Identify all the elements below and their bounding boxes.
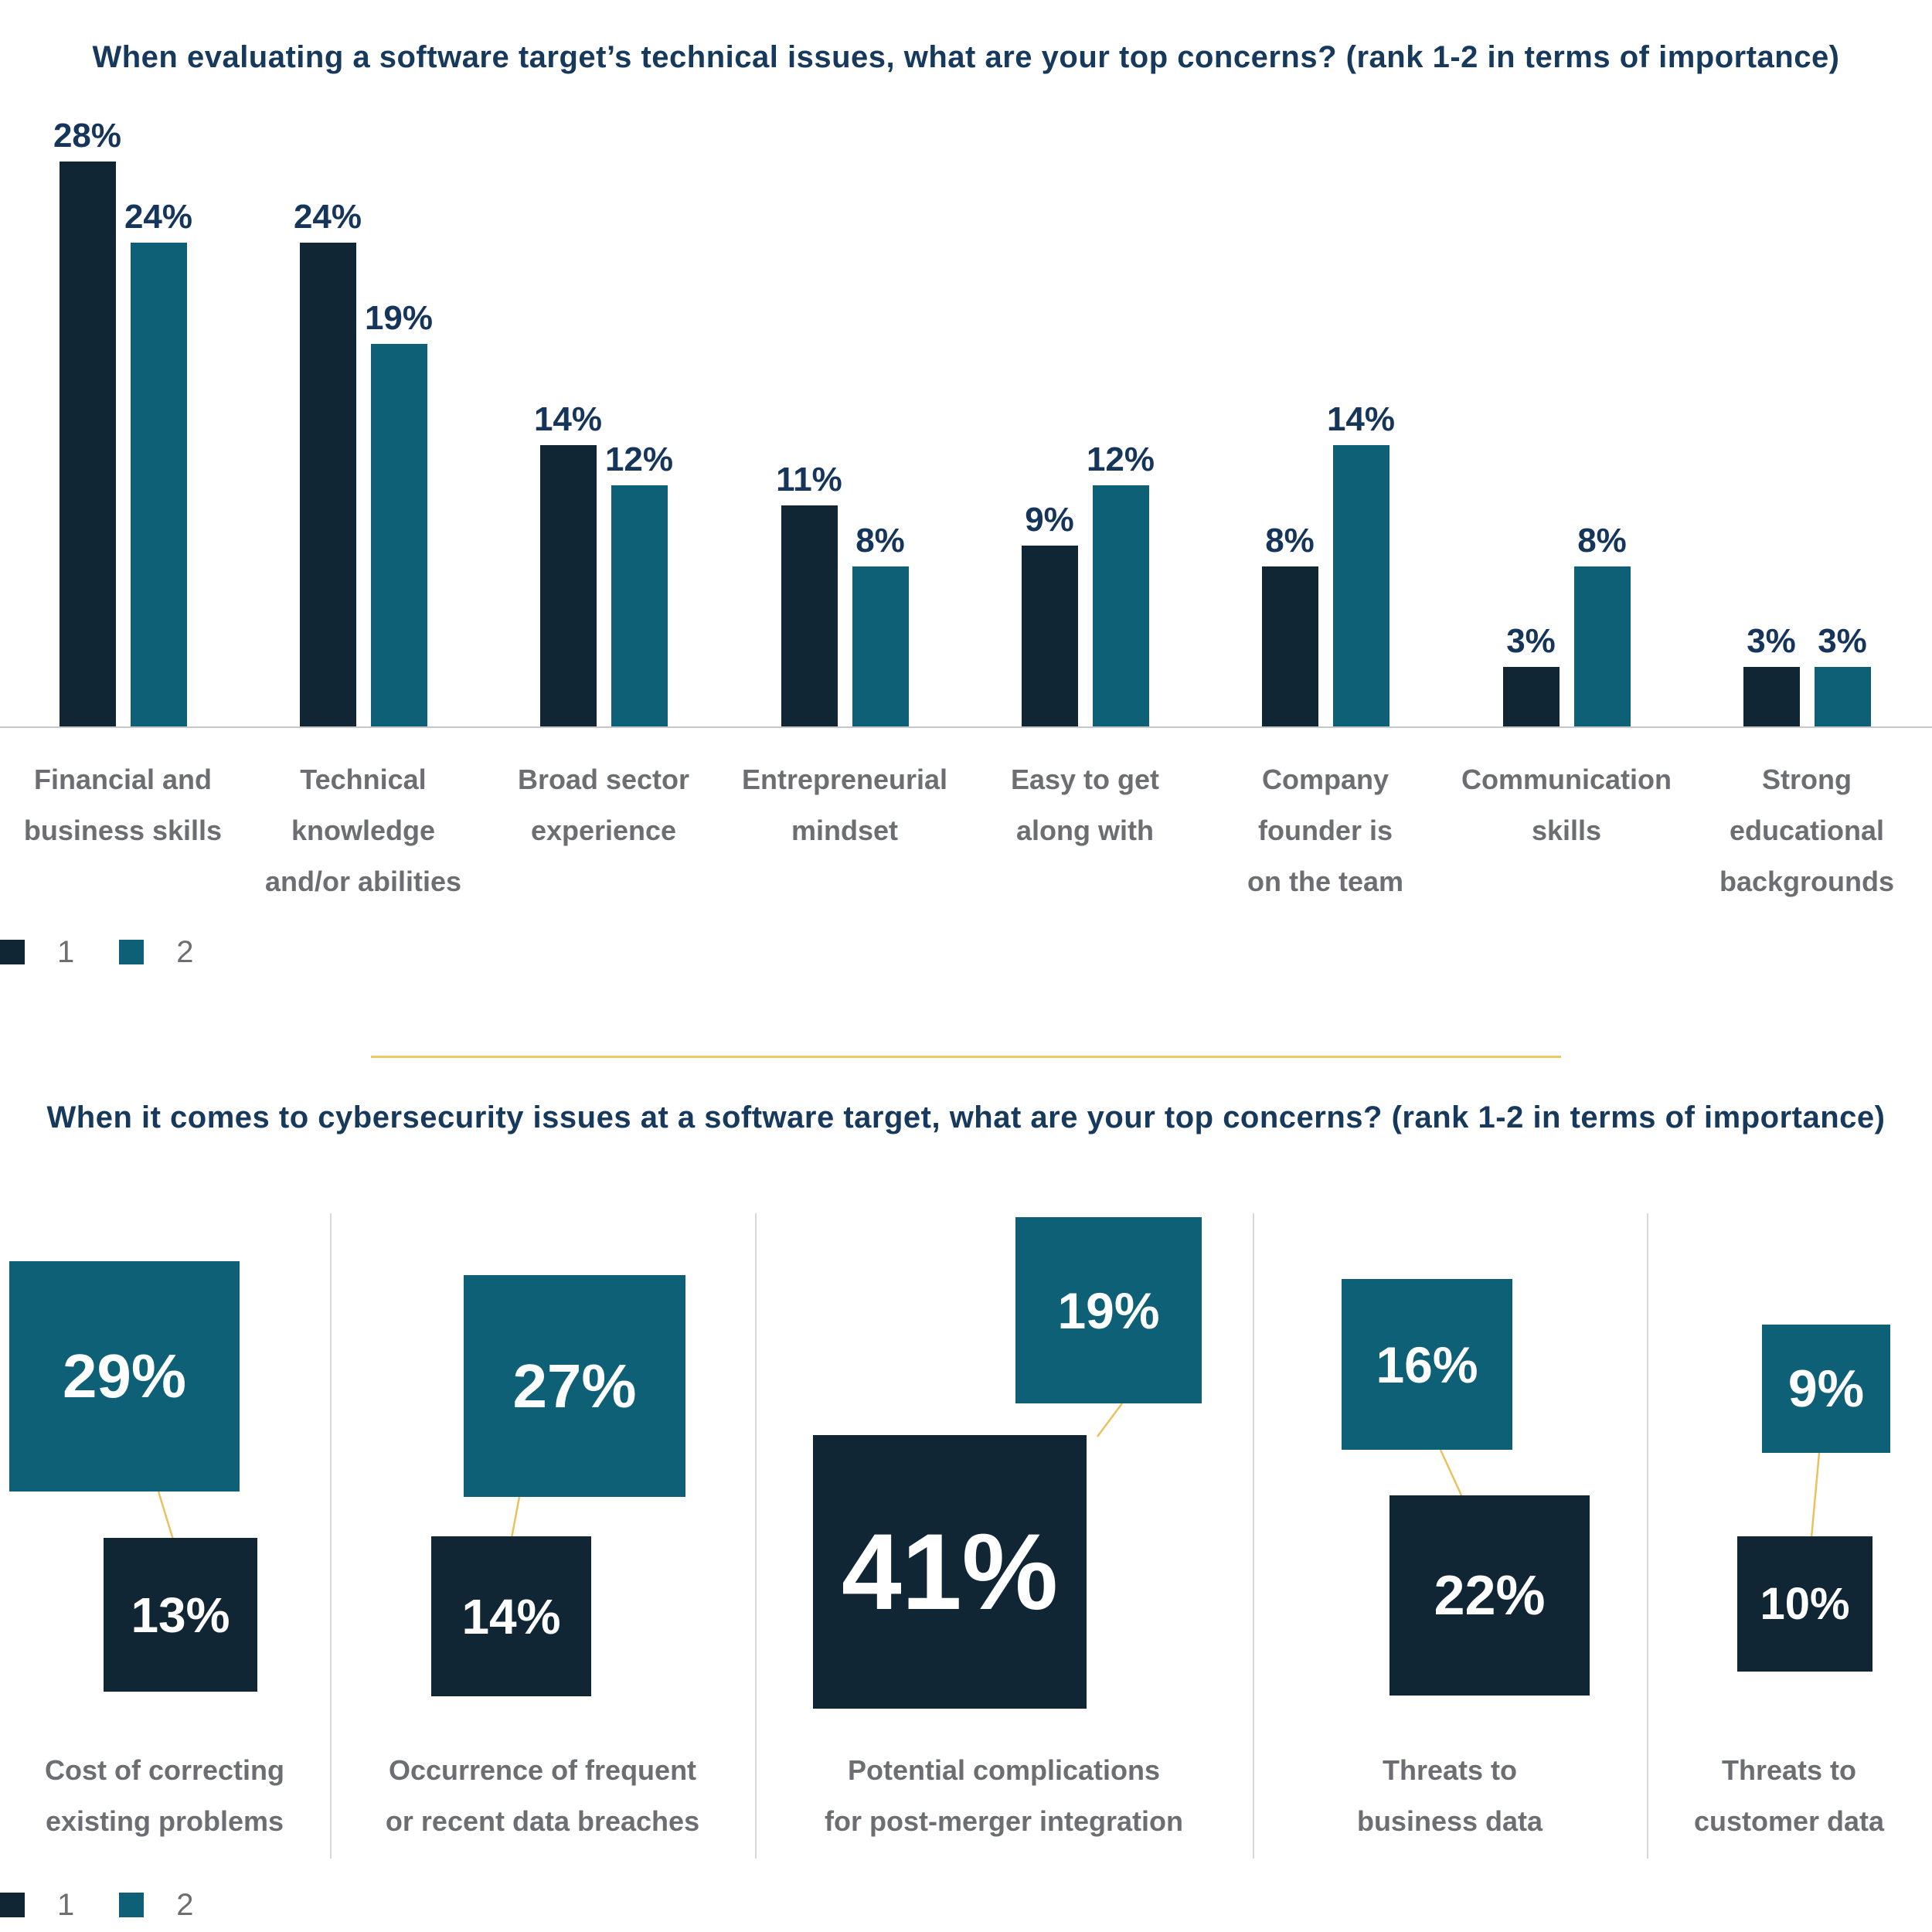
square-category-label-1: Occurrence of frequent or recent data br… — [385, 1754, 700, 1837]
bar-value-label-rank2-5: 14% — [1326, 400, 1396, 438]
square-rank2-3: 16% — [1342, 1279, 1512, 1450]
bar-rank2-7 — [1814, 667, 1871, 728]
square-category-label-4: Threats to customer data — [1693, 1754, 1885, 1837]
legend-rank2-swatch — [119, 1893, 145, 1917]
group-divider-2 — [1253, 1213, 1254, 1859]
square-value-label-rank1-0: 13% — [131, 1587, 230, 1643]
bar-value-label-rank2-0: 24% — [124, 198, 193, 236]
bar-rank2-3 — [852, 566, 909, 728]
legend-rank1-label: 1 — [57, 1887, 75, 1922]
connector-line-0 — [157, 1491, 175, 1540]
legend-rank2-swatch — [119, 940, 145, 964]
group-divider-0 — [330, 1213, 332, 1859]
square-value-label-rank2-2: 19% — [1057, 1281, 1160, 1339]
category-label-2: Broad sector experience — [517, 764, 690, 846]
bar-rank2-4 — [1092, 485, 1149, 728]
square-rank2-0: 29% — [9, 1261, 240, 1492]
category-label-1: Technical knowledge and/or abilities — [264, 764, 462, 897]
legend-rank1-label: 1 — [57, 934, 75, 969]
bar-rank2-2 — [611, 485, 668, 728]
square-value-label-rank2-4: 9% — [1787, 1359, 1865, 1418]
square-chart-legend: 1 2 — [0, 1887, 239, 1922]
square-rank2-4: 9% — [1762, 1325, 1890, 1453]
square-value-label-rank1-1: 14% — [461, 1588, 561, 1645]
bar-rank1-4 — [1021, 546, 1078, 728]
square-value-label-rank2-0: 29% — [62, 1342, 187, 1410]
legend-rank1-swatch — [0, 1893, 25, 1917]
square-value-label-rank1-2: 41% — [841, 1511, 1059, 1632]
legend-rank2-label: 2 — [176, 934, 194, 969]
square-rank1-2: 41% — [813, 1435, 1087, 1709]
group-divider-1 — [755, 1213, 757, 1859]
bar-value-label-rank1-0: 28% — [53, 117, 122, 155]
bar-chart-axis-line — [0, 726, 1932, 728]
category-label-5: Company founder is on the team — [1247, 764, 1404, 897]
square-chart-title: When it comes to cybersecurity issues at… — [46, 1100, 1886, 1134]
bar-value-label-rank2-2: 12% — [604, 440, 674, 478]
bar-value-label-rank1-2: 14% — [533, 400, 603, 438]
bar-rank2-6 — [1573, 566, 1631, 728]
bar-chart-legend: 1 2 — [0, 934, 239, 969]
bar-rank1-0 — [59, 162, 116, 728]
bar-rank1-5 — [1261, 566, 1318, 728]
bar-rank2-5 — [1332, 445, 1389, 728]
bar-rank1-2 — [539, 445, 597, 728]
bar-value-label-rank2-7: 3% — [1818, 622, 1867, 660]
legend-rank1-swatch — [0, 940, 25, 964]
square-category-label-2: Potential complications for post-merger … — [824, 1754, 1184, 1837]
bar-rank2-1 — [370, 344, 427, 728]
category-label-0: Financial and business skills — [23, 764, 223, 846]
bar-value-label-rank2-3: 8% — [855, 522, 905, 560]
connector-line-1 — [510, 1496, 521, 1539]
category-label-6: Communication skills — [1461, 764, 1672, 846]
bar-value-label-rank1-1: 24% — [293, 198, 362, 236]
square-rank1-0: 13% — [104, 1538, 257, 1692]
square-value-label-rank1-4: 10% — [1760, 1579, 1850, 1629]
connector-line-2 — [1096, 1403, 1124, 1437]
bar-rank1-1 — [299, 243, 356, 728]
group-divider-3 — [1647, 1213, 1648, 1859]
bar-rank1-3 — [781, 505, 838, 728]
bar-rank1-6 — [1502, 667, 1560, 728]
square-category-label-3: Threats to business data — [1356, 1754, 1543, 1837]
bar-rank2-0 — [130, 243, 187, 728]
square-value-label-rank1-3: 22% — [1434, 1564, 1546, 1627]
bar-value-label-rank2-4: 12% — [1086, 440, 1155, 478]
legend-rank2-label: 2 — [176, 1887, 194, 1922]
bar-value-label-rank1-3: 11% — [776, 461, 842, 498]
square-category-label-0: Cost of correcting existing problems — [44, 1754, 285, 1837]
square-rank1-1: 14% — [431, 1536, 591, 1696]
bar-value-label-rank1-7: 3% — [1747, 622, 1796, 660]
bar-value-label-rank2-6: 8% — [1577, 522, 1627, 560]
square-rank1-3: 22% — [1389, 1495, 1590, 1696]
bar-value-label-rank1-4: 9% — [1025, 501, 1074, 539]
bar-value-label-rank1-5: 8% — [1265, 522, 1315, 560]
category-label-3: Entrepreneurial mindset — [741, 764, 948, 846]
section-divider-line — [371, 1056, 1561, 1058]
connector-line-3 — [1439, 1449, 1464, 1498]
connector-line-4 — [1810, 1452, 1821, 1539]
bar-value-label-rank2-1: 19% — [364, 299, 434, 337]
category-label-7: Strong educational backgrounds — [1719, 764, 1895, 897]
square-value-label-rank2-1: 27% — [512, 1351, 637, 1420]
square-rank2-1: 27% — [464, 1275, 685, 1497]
bar-value-label-rank1-6: 3% — [1506, 622, 1556, 660]
bar-chart-title: When evaluating a software target’s tech… — [92, 40, 1840, 74]
category-label-4: Easy to get along with — [1010, 764, 1160, 846]
square-value-label-rank2-3: 16% — [1376, 1335, 1478, 1393]
square-rank1-4: 10% — [1737, 1536, 1872, 1672]
bar-rank1-7 — [1743, 667, 1800, 728]
square-rank2-2: 19% — [1015, 1217, 1202, 1403]
